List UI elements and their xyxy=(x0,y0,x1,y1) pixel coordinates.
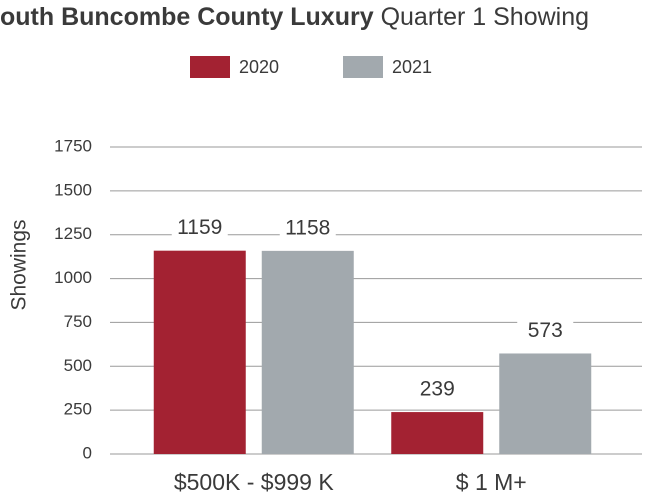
value-label: 239 xyxy=(420,378,455,401)
bar xyxy=(261,250,354,454)
bar xyxy=(391,412,484,454)
y-axis-label: Showings xyxy=(8,219,31,310)
y-tick-label: 250 xyxy=(64,400,92,419)
value-label-bg xyxy=(517,318,574,345)
value-label-bg xyxy=(171,215,228,242)
value-label-bg xyxy=(279,215,336,242)
y-tick-label: 1250 xyxy=(54,224,92,243)
value-label-bg xyxy=(409,377,466,404)
legend-label: 2020 xyxy=(239,57,279,77)
value-label: 573 xyxy=(528,319,563,342)
title-sub: Quarter 1 Showing xyxy=(381,3,589,31)
y-tick-label: 1750 xyxy=(54,136,92,155)
value-label: 1158 xyxy=(285,216,330,239)
y-tick-label: 750 xyxy=(64,312,92,331)
y-tick-label: 0 xyxy=(83,443,92,462)
legend-swatch xyxy=(190,56,230,78)
bar xyxy=(153,250,246,454)
y-tick-label: 500 xyxy=(64,356,92,375)
x-tick-label: $500K - $999 K xyxy=(174,469,335,495)
legend-label: 2021 xyxy=(392,57,432,77)
chart-title: outh Buncombe County Luxury Quarter 1 Sh… xyxy=(0,3,589,31)
legend-swatch xyxy=(343,56,383,78)
y-tick-label: 1000 xyxy=(54,268,92,287)
bar xyxy=(499,353,592,454)
title-main: outh Buncombe County Luxury xyxy=(0,3,374,31)
y-tick-label: 1500 xyxy=(54,180,92,199)
value-label: 1159 xyxy=(177,216,222,239)
x-tick-label: $ 1 M+ xyxy=(456,469,527,495)
